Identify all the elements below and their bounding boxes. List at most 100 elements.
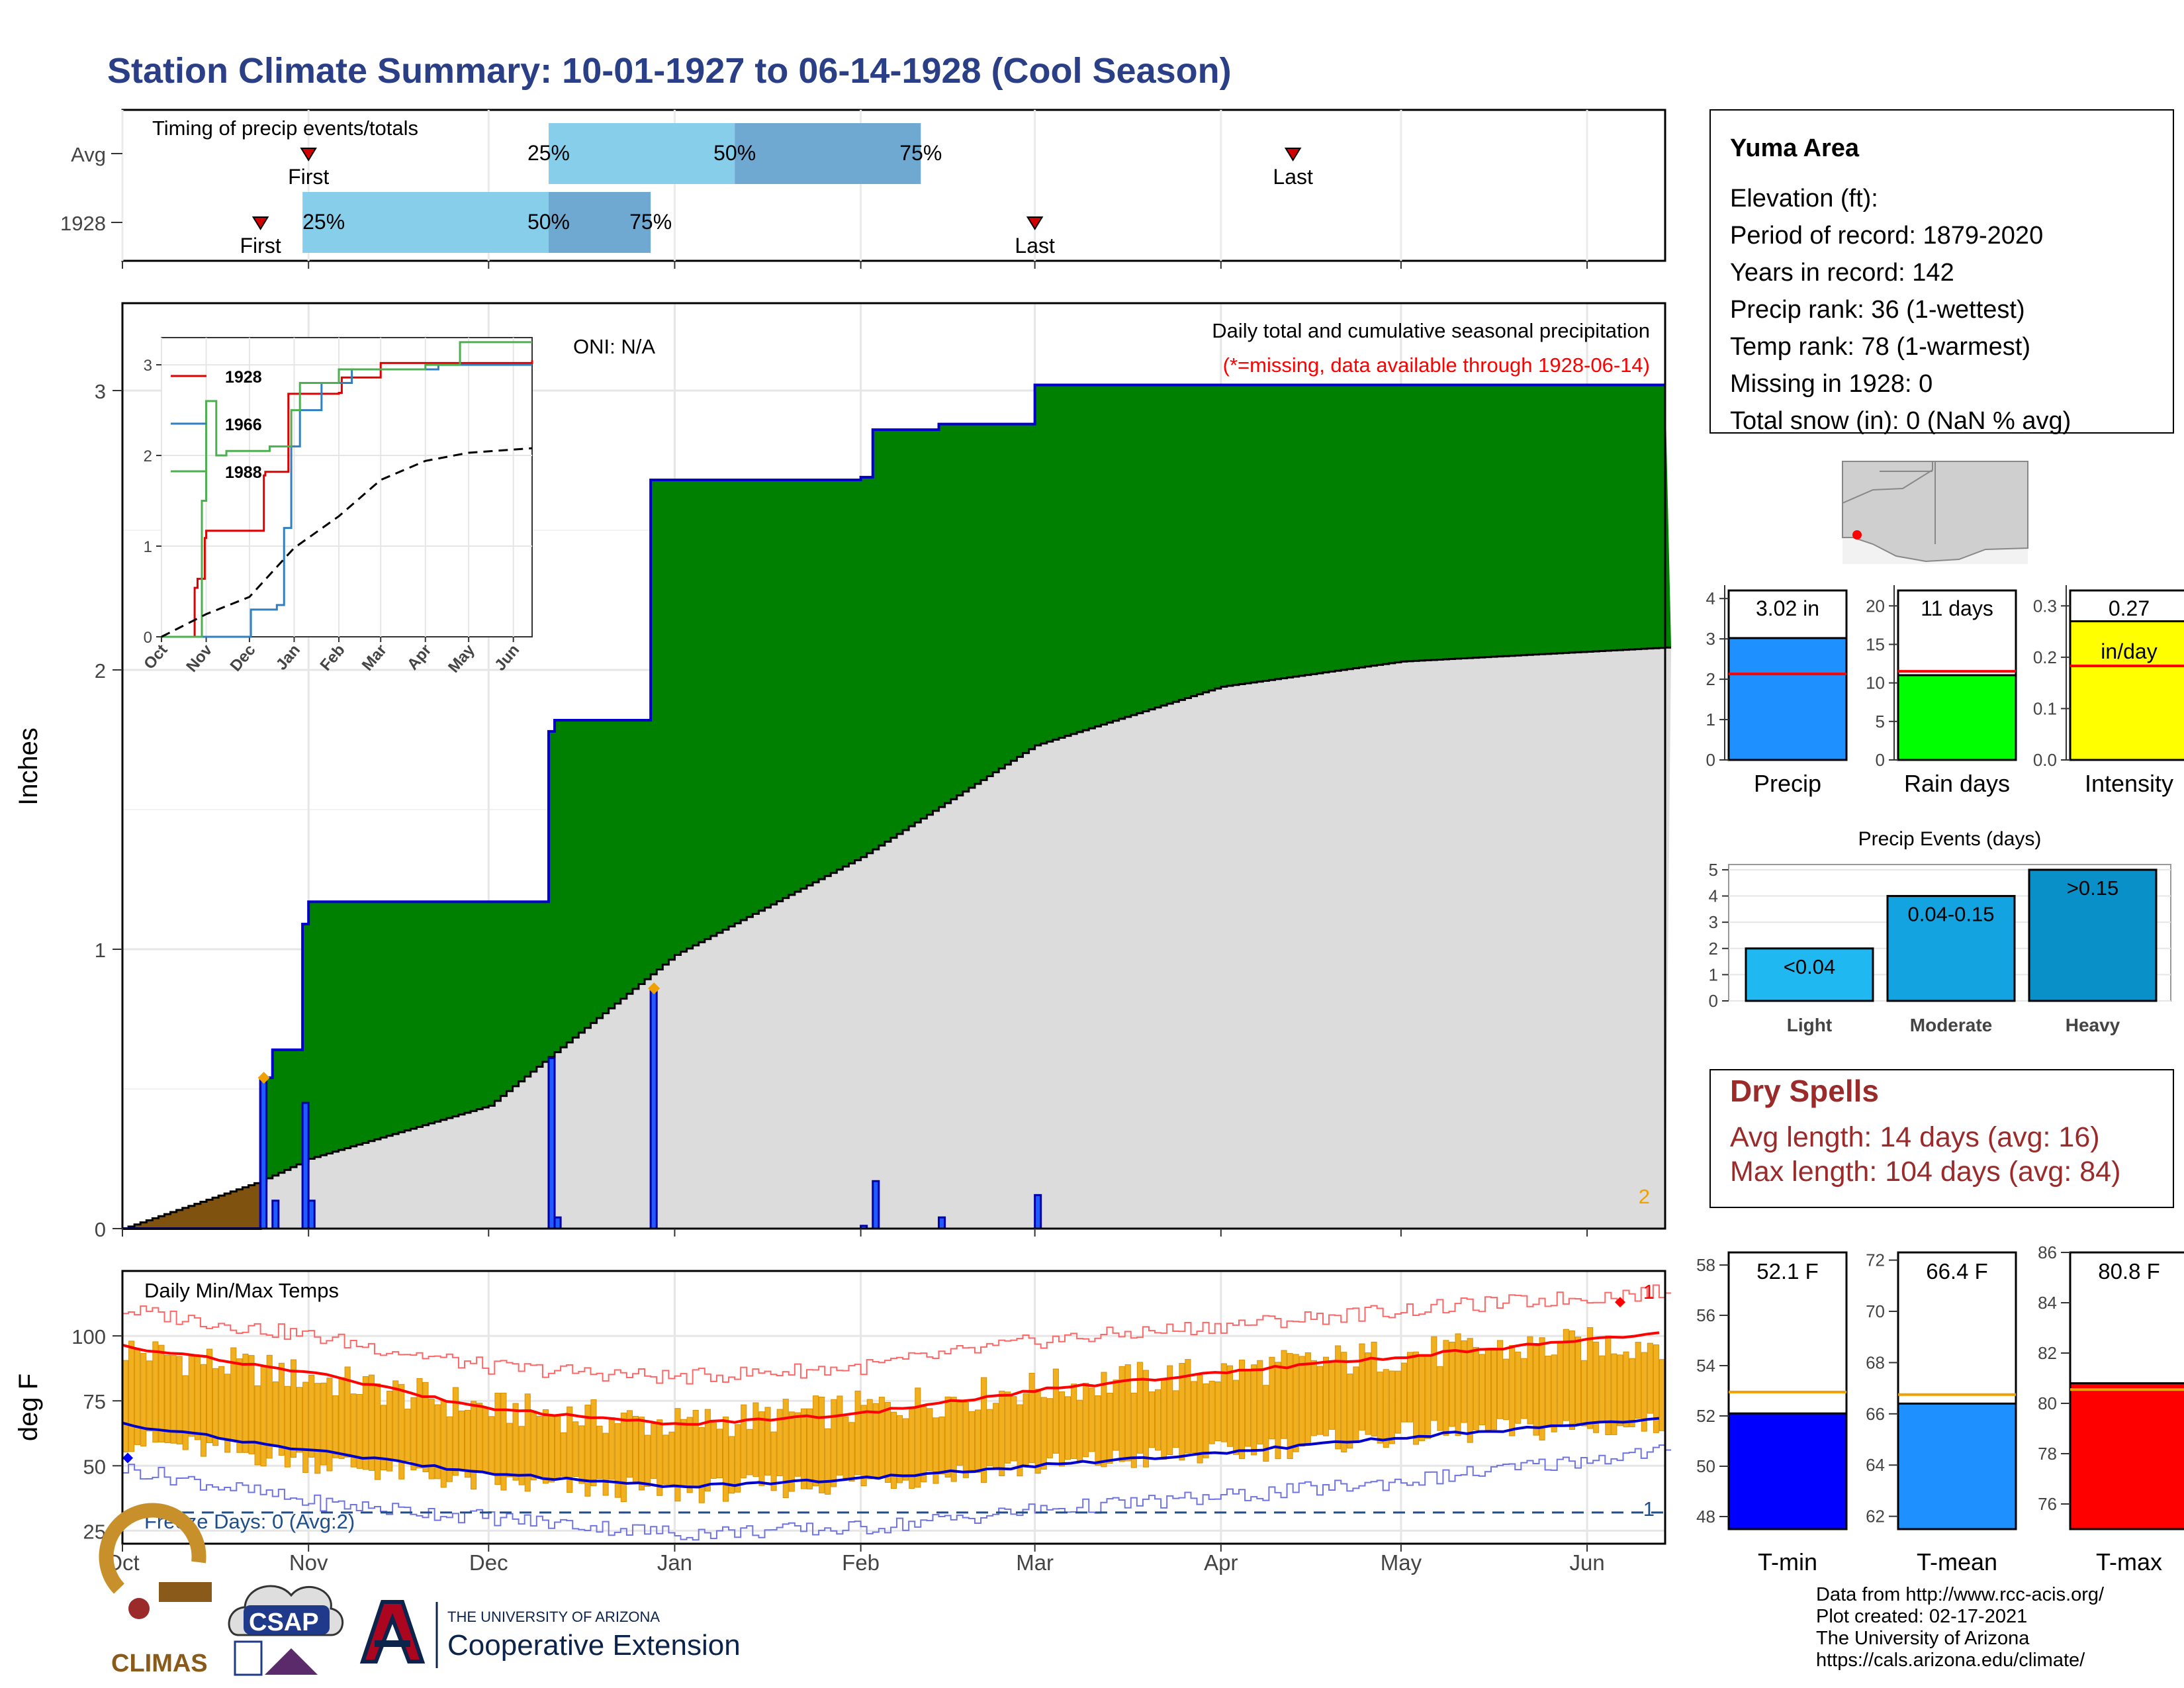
daily-temp-bar — [1557, 1342, 1563, 1426]
y-tick-label: 0 — [95, 1218, 106, 1241]
daily-temp-bar — [392, 1380, 399, 1460]
daily-temp-bar — [146, 1360, 153, 1432]
daily-temp-bar — [1148, 1391, 1156, 1448]
average-cumulative-line — [122, 646, 1672, 1230]
daily-temp-bar — [1629, 1358, 1635, 1427]
summary-bar-precip — [1727, 637, 1848, 761]
precip-events-tick: 1 — [1709, 964, 1718, 984]
daily-temp-bar — [1653, 1344, 1659, 1433]
daily-temp-bar — [1173, 1390, 1179, 1448]
daily-precip-bar — [1034, 1194, 1042, 1230]
month-label: Feb — [842, 1550, 880, 1575]
daily-temp-bar — [1167, 1365, 1173, 1455]
logos: CLIMAS CSAP THE UNIVERSITY OF ARIZONA Co… — [99, 1503, 741, 1677]
daily-temp-bar — [561, 1432, 567, 1477]
temp-bar-tick: 56 — [1696, 1305, 1715, 1325]
daily-temp-bar — [1551, 1354, 1557, 1432]
temp-bar-tick: 68 — [1866, 1352, 1885, 1372]
daily-temp-bar — [716, 1429, 723, 1479]
y-tick-label: 3 — [95, 380, 106, 403]
daily-temp-bar — [1503, 1358, 1510, 1421]
daily-temp-bar — [819, 1397, 825, 1493]
station-info-line: Years in record: 142 — [1730, 259, 1954, 287]
daily-temp-bar — [158, 1344, 165, 1442]
month-label: Nov — [289, 1550, 328, 1575]
daily-temp-bar — [866, 1399, 873, 1479]
y-tick-label: 1 — [95, 939, 106, 962]
temp-bar-tick: 48 — [1696, 1507, 1715, 1526]
daily-temp-bar — [1136, 1362, 1143, 1454]
first-marker — [300, 148, 317, 162]
daily-temp-bar — [944, 1396, 951, 1478]
deficit-area — [122, 1181, 261, 1229]
timing-bar-50-75 — [735, 123, 921, 184]
month-label: Mar — [1016, 1550, 1054, 1575]
precip-events-chart: Precip Events (days) 0 1 2 3 4 5 <0.04 Light 0.04… — [1709, 828, 2171, 1035]
daily-temp-bar — [842, 1416, 849, 1479]
daily-temp-bar — [872, 1403, 879, 1478]
daily-temp-bar — [1005, 1391, 1011, 1464]
daily-temp-bar — [620, 1413, 627, 1503]
daily-temp-bar — [1521, 1358, 1527, 1419]
summary-bar-intensity — [2069, 620, 2184, 761]
summary-bar-label: Intensity — [2085, 770, 2173, 797]
daily-temp-bar — [692, 1409, 699, 1488]
summary-bar-tick: 15 — [1866, 634, 1885, 654]
daily-temp-bar — [1455, 1333, 1461, 1436]
daily-temp-bar — [735, 1424, 741, 1493]
daily-temp-bar — [645, 1434, 651, 1487]
summary-bar-charts: 0 1 2 3 4 3.02 in Precip 0 5 10 15 20 11 days Rain da… — [1706, 585, 2184, 797]
daily-temp-bar — [1263, 1385, 1269, 1462]
last-marker — [1284, 148, 1302, 162]
daily-temp-bar — [590, 1399, 597, 1486]
summary-bar-tick: 5 — [1876, 712, 1885, 731]
daily-temp-bar — [170, 1355, 177, 1444]
temp-bar-tick: 78 — [2038, 1444, 2057, 1464]
last-label: Last — [1273, 165, 1313, 189]
summary-bar-rain-days — [1897, 674, 2017, 761]
daily-temp-bar — [1353, 1366, 1359, 1442]
daily-temp-bar — [272, 1381, 279, 1448]
daily-temp-bar — [614, 1423, 621, 1498]
daily-temp-bar — [1232, 1380, 1240, 1455]
legend-label: 1928 — [225, 368, 262, 387]
daily-temp-bar — [284, 1385, 291, 1468]
temp-bar-t-max — [2069, 1382, 2184, 1530]
daily-temp-bar — [410, 1397, 417, 1471]
daily-temp-bar — [1569, 1331, 1575, 1430]
daily-temp-bar — [993, 1403, 999, 1469]
daily-temp-bar — [1040, 1397, 1047, 1470]
daily-temp-bar — [1089, 1387, 1095, 1452]
temp-bar-tick: 54 — [1696, 1356, 1715, 1376]
daily-temp-bar — [500, 1392, 507, 1491]
daily-temp-bar — [1515, 1351, 1522, 1424]
daily-precip-bar — [271, 1199, 280, 1230]
daily-precip-bar — [259, 1076, 268, 1230]
precip-events-category: Light — [1787, 1015, 1832, 1035]
precip-events-bar-light — [1745, 947, 1874, 1002]
daily-temp-bar — [890, 1411, 897, 1489]
precip-events-category: Moderate — [1910, 1015, 1992, 1035]
daily-temp-bar — [758, 1411, 765, 1486]
temp-bar-value: 52.1 F — [1756, 1259, 1819, 1284]
temps-label: Daily Min/Max Temps — [144, 1279, 339, 1302]
daily-temp-bar — [723, 1417, 729, 1502]
footer-line: Data from http://www.rcc-acis.org/ — [1816, 1584, 2105, 1605]
month-label: Apr — [1204, 1550, 1238, 1575]
oni-label: ONI: N/A — [573, 335, 655, 358]
inset-series-line — [161, 447, 533, 638]
daily-temp-bar — [578, 1425, 585, 1484]
daily-temp-bar — [860, 1405, 867, 1487]
daily-temp-bar — [1293, 1354, 1299, 1452]
university-of-arizona-logo: THE UNIVERSITY OF ARIZONA Cooperative Ex… — [359, 1600, 741, 1668]
precip-events-bar-text: <0.04 — [1784, 955, 1835, 978]
daily-temp-bar — [332, 1395, 339, 1458]
daily-temp-bar — [182, 1375, 189, 1450]
summary-bar-tick: 1 — [1706, 710, 1715, 729]
daily-temp-bar — [806, 1408, 813, 1489]
daily-temp-bar — [1359, 1343, 1365, 1430]
daily-precip-bar — [872, 1180, 880, 1230]
daily-temp-bar — [1197, 1374, 1203, 1464]
daily-temp-bar — [776, 1409, 783, 1477]
